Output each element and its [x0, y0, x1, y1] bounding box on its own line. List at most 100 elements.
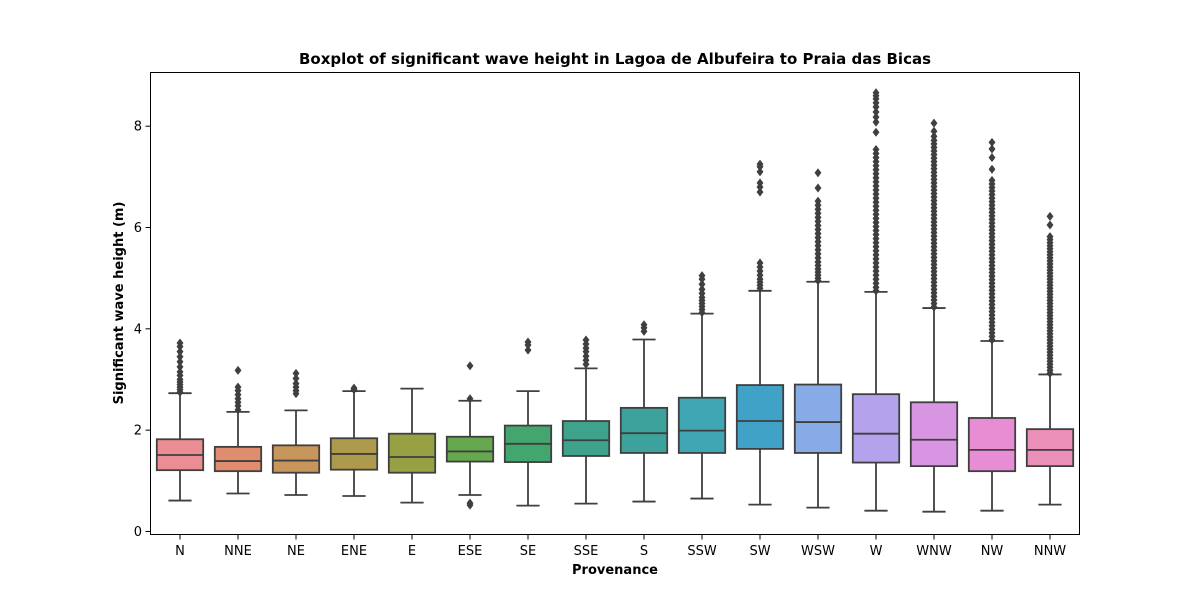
outlier-point — [872, 107, 880, 117]
plot-area — [155, 88, 1075, 513]
x-tick-label: NW — [981, 544, 1004, 559]
chart-title: Boxplot of significant wave height in La… — [299, 50, 931, 68]
outlier-point — [814, 183, 822, 193]
box-group-nw — [967, 137, 1017, 512]
outlier-point — [176, 357, 184, 367]
outlier-point — [814, 196, 822, 206]
box-iqr-ssw — [677, 396, 727, 454]
box-group-e — [387, 387, 437, 504]
x-axis-label: Provenance — [572, 563, 658, 578]
outlier-point — [466, 361, 474, 371]
x-tick-label: SSW — [687, 544, 717, 559]
x-tick-label: S — [640, 544, 648, 559]
box-iqr-nne — [213, 445, 263, 473]
outlier-point — [698, 279, 706, 289]
outlier-point — [988, 175, 996, 186]
outlier-point — [176, 347, 184, 357]
outlier-point — [466, 498, 474, 508]
outlier-point — [988, 144, 996, 154]
outlier-point — [640, 320, 648, 330]
box-group-wnw — [909, 118, 959, 513]
outlier-point — [698, 284, 706, 294]
outlier-point — [930, 131, 938, 141]
box-group-ene — [329, 383, 379, 497]
x-tick-label: WSW — [801, 544, 835, 559]
outlier-point — [176, 362, 184, 372]
x-axis: N NNE NE ENE E ESE SE SSE S SSW SW WSW W WNW NW NNW — [175, 535, 1066, 559]
outlier-point — [872, 127, 880, 137]
box-iqr-e — [387, 432, 437, 474]
outlier-point — [176, 367, 184, 377]
outlier-point — [756, 159, 764, 169]
outlier-point — [756, 167, 764, 177]
y-axis-label: Significant wave height (m) — [112, 202, 127, 405]
outlier-point — [176, 352, 184, 362]
outlier-point — [176, 338, 184, 348]
outlier-point — [756, 187, 764, 197]
outlier-point — [524, 345, 532, 355]
y-tick-label: 2 — [134, 424, 142, 439]
box-group-se — [503, 337, 553, 507]
outlier-point — [1046, 232, 1054, 242]
outlier-point — [234, 365, 242, 375]
outlier-point — [466, 394, 474, 404]
outlier-point — [756, 178, 764, 188]
outlier-point — [988, 137, 996, 148]
outlier-point — [756, 258, 764, 268]
outlier-point — [872, 117, 880, 127]
outlier-point — [872, 144, 880, 155]
box-group-wsw — [793, 168, 843, 509]
outlier-point — [582, 335, 590, 345]
box-iqr-wnw — [909, 401, 959, 468]
box-iqr-sw — [735, 384, 785, 450]
outlier-point — [930, 126, 938, 136]
outlier-point — [698, 271, 706, 281]
box-group-w — [851, 88, 901, 512]
outlier-point — [814, 168, 822, 178]
box-iqr-nnw — [1025, 428, 1075, 468]
box-iqr-ese — [445, 435, 495, 463]
y-tick-label: 6 — [134, 221, 142, 236]
x-tick-label: SSE — [574, 544, 599, 559]
x-tick-label: NNW — [1034, 544, 1066, 559]
x-tick-label: SE — [520, 544, 536, 559]
outlier-point — [292, 373, 300, 384]
x-tick-label: SW — [749, 544, 770, 559]
x-tick-label: NE — [287, 544, 305, 559]
box-group-ssw — [677, 271, 727, 500]
y-tick-label: 8 — [134, 120, 142, 135]
outlier-point — [350, 383, 358, 393]
x-tick-label: ENE — [341, 544, 367, 559]
y-tick-label: 4 — [134, 322, 142, 337]
outlier-point — [988, 152, 996, 163]
x-tick-label: W — [870, 544, 883, 559]
outlier-point — [872, 88, 880, 98]
outlier-point — [234, 382, 242, 392]
outlier-point — [292, 378, 300, 389]
box-iqr-nw — [967, 417, 1017, 473]
x-tick-label: E — [408, 544, 416, 559]
box-iqr-s — [619, 406, 669, 454]
outlier-point — [524, 337, 532, 347]
box-group-sw — [735, 159, 785, 506]
outlier-point — [930, 118, 938, 128]
box-group-nne — [213, 365, 263, 495]
box-iqr-ne — [271, 444, 321, 474]
y-axis: 0 2 4 6 8 — [134, 120, 150, 540]
box-iqr-sse — [561, 420, 611, 457]
x-tick-label: WNW — [916, 544, 952, 559]
outlier-point — [292, 368, 300, 379]
box-group-sse — [561, 335, 611, 505]
outlier-point — [988, 164, 996, 174]
outlier-point — [872, 112, 880, 122]
x-tick-label: ESE — [458, 544, 483, 559]
box-group-nnw — [1025, 211, 1075, 506]
outlier-point — [1046, 211, 1054, 221]
box-group-ne — [271, 368, 321, 496]
box-group-s — [619, 320, 669, 503]
x-tick-label: NNE — [224, 544, 252, 559]
box-group-ese — [445, 361, 495, 510]
y-tick-label: 0 — [134, 525, 142, 540]
